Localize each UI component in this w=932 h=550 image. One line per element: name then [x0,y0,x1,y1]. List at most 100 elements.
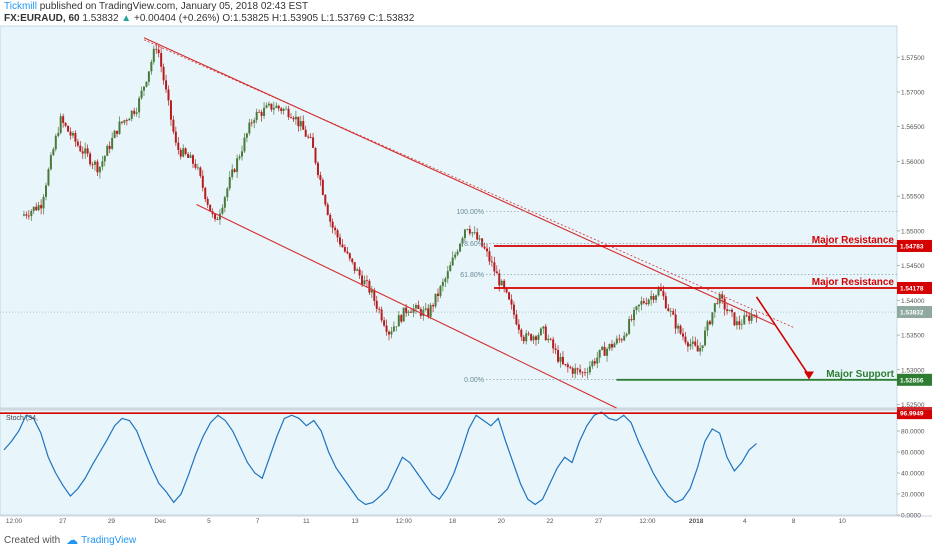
candle-body [481,238,484,247]
candle-body [708,321,711,325]
symbol-name[interactable]: FX:EURAUD, 60 [4,13,80,24]
candle-body [378,308,381,310]
candle-body [388,331,390,335]
candle-body [721,294,724,299]
candle-body [22,214,25,216]
level-label: Major Support [826,369,894,380]
candle-body [662,290,665,297]
candle-body [539,328,542,336]
candle-body [427,308,430,317]
candle-body [461,238,464,244]
time-axis-label: 4 [743,518,747,525]
price-tag-bg [897,373,932,386]
candle-body [571,368,574,374]
candle-body [265,105,268,108]
candle-body [478,238,481,240]
candle-body [456,251,459,255]
candle-body [542,326,545,329]
candle-body [380,309,383,321]
candle-body [733,312,736,326]
tradingview-brand[interactable]: TradingView [81,534,137,546]
price-axis-label: 1.56000 [901,159,925,166]
candle-body [535,336,537,340]
candle-body [441,281,444,287]
stoch-axis-label: 60.0000 [901,450,925,457]
candle-body [182,148,185,157]
time-axis-label: 2018 [689,518,704,525]
candle-body [397,315,400,327]
footer: Created with ☁ TradingView [0,530,932,550]
projection-arrow-line [755,296,810,376]
candle-body [363,280,366,285]
candle-body [277,105,280,109]
candle-body [214,214,217,220]
candle-body [444,278,447,282]
candle-body [640,301,643,305]
candle-body [76,141,79,146]
candle-body [233,169,236,172]
symbol-line: FX:EURAUD, 60 1.53832 ▲ +0.00404 (+0.26%… [4,13,928,25]
candle-body [221,207,224,214]
ohlc-open-label: O: [222,13,233,24]
candle-body [726,309,729,312]
candle-body [348,253,351,259]
candle-body [329,214,332,222]
candle-body [123,120,126,123]
candle-body [748,315,751,321]
candle-body [750,314,753,321]
candle-body [473,232,476,234]
candle-body [241,151,243,157]
candle-body [140,90,143,99]
price-plot-area [0,25,898,409]
candle-body [145,81,148,87]
candle-body [160,53,163,67]
candle-body [735,321,738,326]
fib-level-label: 100.00% [456,209,484,216]
candle-body [199,167,202,176]
candle-body [659,289,662,291]
candle-body [669,310,672,312]
candle-body [155,48,158,50]
candle-body [515,314,518,325]
publisher-link[interactable]: Tickmill [4,1,37,12]
candle-body [358,269,361,276]
ohlc-low-label: L: [320,13,330,24]
up-triangle-icon: ▲ [121,13,132,24]
candle-body [196,167,199,169]
candle-body [576,368,579,370]
time-axis-label: 22 [546,518,554,525]
candle-body [407,311,410,314]
candle-body [672,310,675,315]
candle-body [331,221,334,228]
fib-level-label: 0.00% [464,377,484,384]
candle-body [625,333,628,336]
candle-body [652,295,655,300]
candle-body [476,232,479,240]
candle-body [334,227,337,231]
candle-body [463,229,466,239]
candle-body [103,155,106,162]
candle-body [530,334,533,341]
time-axis-label: 12:00 [6,518,23,525]
candle-body [370,290,373,293]
candle-body [537,335,540,340]
candle-body [147,71,150,82]
candle-body [353,262,356,271]
price-tag-label: 1.52856 [900,377,924,384]
candle-body [280,108,283,111]
last-price: 1.53832 [82,13,119,24]
fib-level-label: 61.80% [460,272,484,279]
candle-body [429,305,432,317]
candle-body [157,49,160,54]
chart-canvas[interactable]: 1.52500 1.53000 1.53500 1.54000 1.54500 1.550… [0,24,932,530]
candle-body [336,230,339,238]
fib-level-label: 78.60% [460,241,484,248]
candle-body [361,275,364,285]
candle-body [549,338,552,340]
candle-body [593,361,596,364]
candle-body [500,280,503,286]
candle-body [623,335,626,341]
candle-body [591,361,594,367]
candle-body [184,148,187,155]
candle-body [554,348,557,350]
